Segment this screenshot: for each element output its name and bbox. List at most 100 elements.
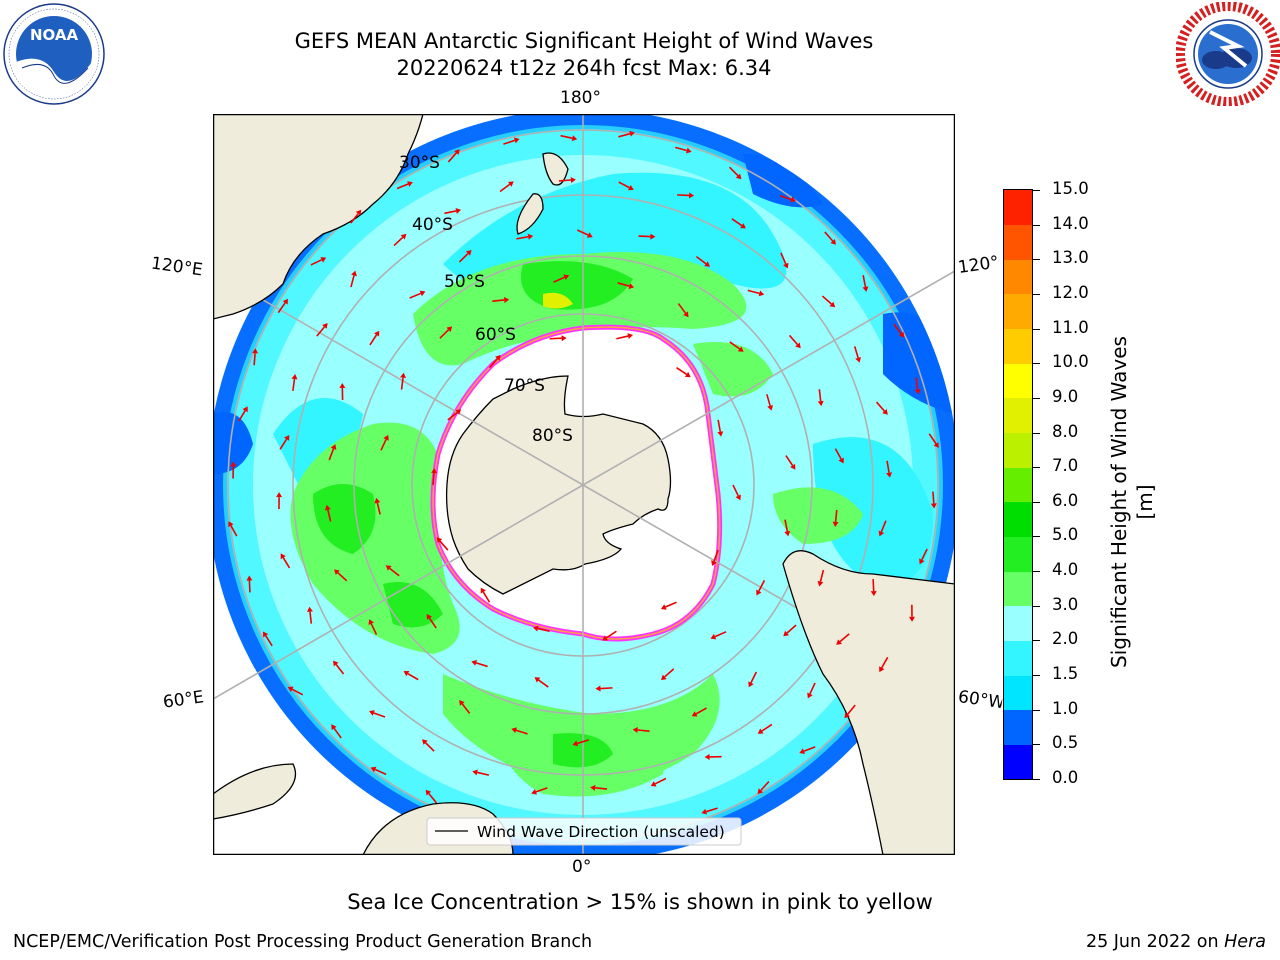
colorbar: [1003, 189, 1033, 780]
wind-arrow: [230, 461, 237, 479]
wind-arrow: [306, 606, 313, 624]
wind-arrow: [875, 401, 888, 415]
colorbar-tick-mark: [1033, 501, 1040, 503]
wind-arrow: [731, 218, 746, 229]
colorbar-tick-label: 6.0: [1052, 490, 1079, 510]
wind-arrow: [291, 374, 298, 392]
wind-arrow: [316, 322, 328, 337]
madagascar-land: [213, 763, 297, 820]
wind-arrow: [717, 419, 724, 437]
wind-arrow: [409, 290, 426, 299]
wind-arrow: [331, 724, 342, 739]
wind-arrow: [886, 460, 893, 478]
lon-label-60e: 60°E: [161, 687, 206, 713]
wind-arrow: [263, 631, 273, 647]
title-line-2: 20220624 t12z 264h fcst Max: 6.34: [396, 56, 772, 80]
wind-arrow: [488, 354, 501, 369]
colorbar-tick-label: 5.0: [1052, 525, 1079, 545]
colorbar-tick-mark: [1033, 709, 1040, 711]
colorbar-segment: [1004, 259, 1032, 295]
wind-arrow: [368, 619, 378, 635]
footer-machine: Hera: [1224, 932, 1266, 952]
wind-arrow: [919, 548, 928, 565]
wind-arrow: [747, 289, 765, 297]
lon-label-120e: 120°E: [149, 253, 204, 281]
wind-arrow: [400, 372, 407, 390]
wind-arrow: [661, 668, 675, 681]
wind-arrow: [893, 323, 905, 338]
wind-arrow: [403, 671, 419, 681]
wind-arrow: [908, 604, 915, 622]
south-america-land: [782, 550, 955, 855]
antarctica-land: [445, 375, 672, 595]
nws-logo: [1175, 1, 1280, 107]
wind-arrow: [228, 521, 238, 537]
wind-arrow: [632, 727, 650, 733]
lat-label-40: 40°S: [412, 215, 453, 235]
wind-arrow: [560, 134, 578, 142]
wind-arrow: [757, 780, 770, 795]
wind-arrow: [459, 699, 471, 714]
wind-arrow: [480, 587, 491, 603]
wind-arrow: [471, 659, 488, 668]
wind-arrow: [511, 727, 528, 735]
wind-arrow: [784, 519, 791, 537]
wind-arrow: [374, 497, 381, 515]
map-panel: 30°S 40°S 50°S 60°S 70°S 80°S Wind Wave …: [212, 113, 956, 856]
colorbar-tick-label: 0.5: [1052, 733, 1079, 753]
wind-arrow: [439, 326, 453, 339]
wind-arrow: [914, 377, 921, 395]
colorbar-segment: [1004, 640, 1032, 676]
colorbar-tick-mark: [1033, 190, 1040, 191]
wind-arrow: [821, 295, 836, 308]
wind-arrow: [436, 537, 449, 551]
colorbar-tick-mark: [1033, 328, 1040, 330]
colorbar-segment: [1004, 432, 1032, 468]
polar-map: 30°S 40°S 50°S 60°S 70°S 80°S Wind Wave …: [212, 113, 956, 856]
colorbar-tick-label: 13.0: [1052, 248, 1089, 268]
wind-arrow: [618, 181, 634, 191]
wind-arrow: [879, 656, 889, 673]
lat-label-50: 50°S: [444, 272, 485, 292]
wind-arrow: [590, 784, 608, 791]
colorbar-label: Significant Height of Wind Waves [m]: [1107, 336, 1157, 668]
wind-arrow: [928, 433, 939, 448]
wind-arrow: [549, 335, 567, 342]
wind-arrow: [334, 569, 348, 582]
colorbar-tick-label: 12.0: [1052, 282, 1089, 302]
wind-arrow: [531, 787, 548, 795]
wind-arrow: [785, 455, 796, 470]
wind-arrow: [499, 181, 514, 193]
wind-arrow: [853, 346, 862, 363]
colorbar-tick-mark: [1033, 536, 1040, 538]
wind-arrow: [534, 677, 549, 688]
colorbar-tick-mark: [1033, 467, 1040, 469]
wind-arrow: [558, 177, 576, 183]
wind-arrow: [602, 630, 617, 641]
svg-text:NOAA: NOAA: [30, 26, 79, 44]
lon-label-60w: 60°W: [956, 687, 1004, 713]
wind-arrow: [422, 739, 435, 752]
colorbar-tick-mark: [1033, 432, 1040, 434]
lon-label-180: 180°: [560, 88, 601, 108]
wind-arrow: [695, 255, 711, 267]
wind-arrow: [766, 394, 774, 411]
colorbar-segment: [1004, 190, 1032, 226]
wind-arrow: [824, 231, 836, 245]
wind-arrow: [328, 444, 337, 461]
wind-arrow: [492, 296, 510, 303]
wind-arrow: [503, 137, 520, 145]
wind-arrow: [618, 130, 635, 138]
wind-arrow: [817, 389, 824, 407]
wind-arrow: [516, 233, 534, 240]
wind-arrow: [817, 569, 825, 587]
wind-arrow: [369, 710, 386, 718]
wind-arrow: [553, 274, 570, 283]
colorbar-segment: [1004, 605, 1032, 641]
colorbar-segment: [1004, 224, 1032, 260]
colorbar-tick-label: 1.0: [1052, 698, 1079, 718]
wind-arrow: [756, 580, 766, 596]
wind-arrow: [425, 789, 438, 804]
legend: Wind Wave Direction (unscaled): [426, 817, 742, 846]
colorbar-tick-label: 1.5: [1052, 664, 1079, 684]
